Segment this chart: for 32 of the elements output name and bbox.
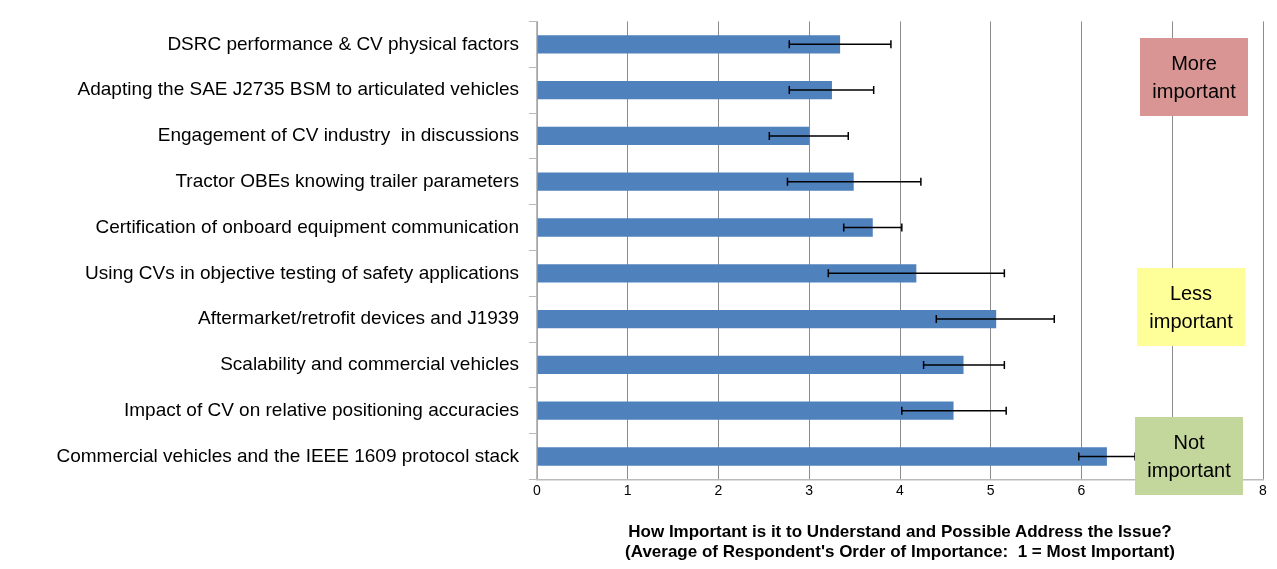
y-tick-label: Adapting the SAE J2735 BSM to articulated vehicles bbox=[77, 78, 519, 100]
y-tick-label: Using CVs in objective testing of safety applications bbox=[84, 261, 519, 283]
bar bbox=[537, 80, 832, 100]
bar bbox=[537, 447, 1107, 466]
annotation: Not important bbox=[1135, 417, 1243, 495]
y-tick-label: Impact of CV on relative positioning accuracies bbox=[124, 398, 519, 420]
annotation: Less important bbox=[1137, 268, 1245, 346]
y-tick-label: Tractor OBEs knowing trailer parameters bbox=[175, 169, 519, 191]
x-tick-label: 6 bbox=[1077, 481, 1086, 498]
bar bbox=[537, 126, 810, 146]
bar bbox=[537, 264, 917, 283]
x-tick-label: 8 bbox=[1259, 481, 1268, 498]
x-tick-label: 5 bbox=[986, 481, 995, 498]
x-tick-label: 0 bbox=[533, 481, 542, 498]
y-tick-label: DSRC performance & CV physical factors bbox=[167, 32, 519, 54]
bar bbox=[537, 355, 964, 375]
annotation: More important bbox=[1140, 38, 1248, 116]
y-tick-label: Certification of onboard equipment communication bbox=[95, 215, 519, 237]
x-tick-label: 4 bbox=[896, 481, 905, 498]
y-tick-label: Scalability and commercial vehicles bbox=[220, 353, 519, 375]
y-tick-label: Engagement of CV industry in discussions bbox=[157, 124, 519, 146]
x-axis-title: How Important is it to Understand and Possible Address the Issue? (Average of Respondent's Order of Importance: 1 = Most Important) bbox=[625, 522, 1175, 562]
x-tick-label: 1 bbox=[623, 481, 632, 498]
y-tick-label: Aftermarket/retrofit devices and J1939 bbox=[197, 307, 519, 329]
bar bbox=[537, 401, 954, 420]
bar bbox=[537, 218, 873, 237]
y-tick-label: Commercial vehicles and the IEEE 1609 protocol stack bbox=[56, 444, 520, 466]
bar bbox=[537, 309, 997, 329]
bar bbox=[537, 35, 841, 54]
x-tick-label: 2 bbox=[714, 481, 723, 498]
x-tick-label: 3 bbox=[805, 481, 814, 498]
bar bbox=[537, 172, 854, 191]
